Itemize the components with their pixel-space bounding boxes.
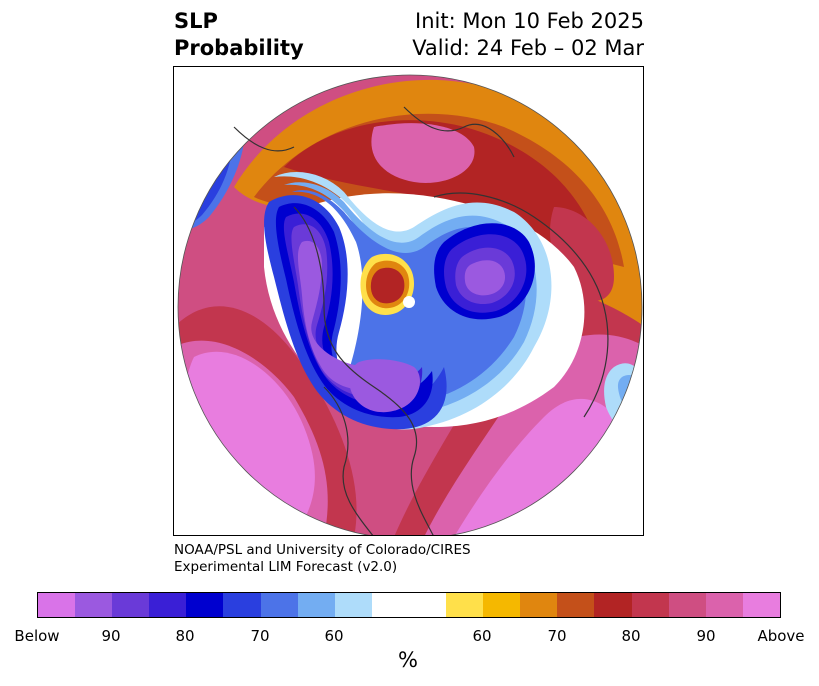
colorbar-tick-label: 70 [547, 627, 567, 645]
colorbar-segment [223, 593, 261, 617]
forecast-map [173, 66, 644, 536]
title-variable: SLP [174, 9, 218, 33]
colorbar-segment [149, 593, 187, 617]
colorbar-segment [112, 593, 150, 617]
credit-line-2: Experimental LIM Forecast (v2.0) [174, 559, 398, 575]
valid-date-range: Valid: 24 Feb – 02 Mar [412, 36, 644, 60]
colorbar-segment [75, 593, 113, 617]
probability-field [178, 75, 642, 535]
colorbar-tick-label: 90 [101, 627, 121, 645]
colorbar-tick-label: 80 [175, 627, 195, 645]
map-title: SLP Probability [174, 8, 304, 62]
colorbar-segment [594, 593, 632, 617]
title-field: Probability [174, 36, 304, 60]
coastlines [177, 74, 643, 535]
colorbar-segment [186, 593, 224, 617]
colorbar-segment [742, 593, 780, 617]
forecast-dates: Init: Mon 10 Feb 2025 Valid: 24 Feb – 02… [412, 8, 644, 62]
init-date: Init: Mon 10 Feb 2025 [415, 9, 644, 33]
colorbar-segment [668, 593, 706, 617]
colorbar-tick-label: Below [14, 627, 60, 645]
colorbar-tick-label: 60 [472, 627, 492, 645]
colorbar-segment [260, 593, 298, 617]
colorbar-segment [557, 593, 595, 617]
colorbar-segment [446, 593, 484, 617]
credit-text: NOAA/PSL and University of Colorado/CIRE… [174, 542, 471, 576]
colorbar-segment [631, 593, 669, 617]
colorbar-tick-label: 60 [324, 627, 344, 645]
colorbar-tick-label: Above [757, 627, 805, 645]
colorbar-segment [334, 593, 372, 617]
colorbar-segment [297, 593, 335, 617]
colorbar-tick-label: 70 [250, 627, 270, 645]
colorbar-segment [371, 593, 447, 617]
credit-line-1: NOAA/PSL and University of Colorado/CIRE… [174, 542, 471, 558]
colorbar-tick-label: 90 [696, 627, 716, 645]
colorbar-segment [520, 593, 558, 617]
colorbar-segment [705, 593, 743, 617]
colorbar-segment [38, 593, 76, 617]
colorbar-unit: % [398, 648, 418, 672]
colorbar [37, 592, 781, 618]
colorbar-tick-label: 80 [621, 627, 641, 645]
colorbar-segment [483, 593, 521, 617]
